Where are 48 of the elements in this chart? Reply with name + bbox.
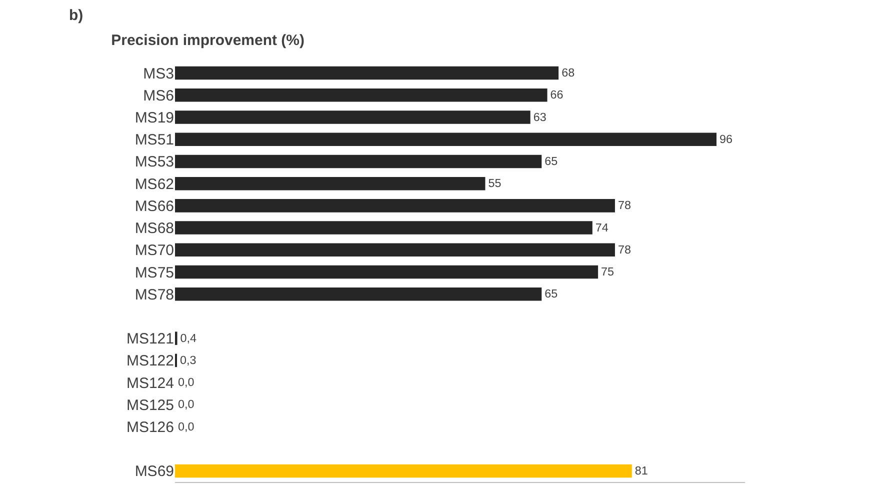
y-tick-label: MS70 <box>134 242 174 260</box>
y-tick-label: MS68 <box>134 220 174 238</box>
data-label: 0,0 <box>178 376 195 390</box>
y-tick-label: MS124 <box>126 374 174 392</box>
data-label: 63 <box>533 110 546 124</box>
bar <box>175 88 548 102</box>
text: b) <box>69 7 84 24</box>
y-tick-label: MS125 <box>126 396 174 414</box>
y-tick-label: MS122 <box>126 352 174 370</box>
y-tick-label: MS53 <box>134 154 174 171</box>
y-tick-label: MS126 <box>126 418 174 436</box>
chart-title: Precision improvement (%) <box>111 32 305 49</box>
data-label: 66 <box>550 88 564 102</box>
data-label: 78 <box>618 243 631 256</box>
bar <box>175 265 598 279</box>
data-label: 0,0 <box>178 420 195 434</box>
data-label: 74 <box>595 221 609 234</box>
y-tick-label: MS121 <box>126 330 174 348</box>
data-label: 68 <box>562 66 575 80</box>
data-label: 65 <box>544 154 558 168</box>
bar <box>175 464 632 478</box>
data-label: 75 <box>601 266 615 279</box>
bar <box>175 176 486 190</box>
bar <box>175 154 542 168</box>
data-label: 78 <box>618 199 631 212</box>
y-tick-label: MS6 <box>143 87 174 104</box>
y-tick-label: MS19 <box>134 110 174 127</box>
data-label: 0,0 <box>178 398 195 412</box>
data-label: 55 <box>488 177 502 190</box>
bar <box>175 132 716 146</box>
data-label: 65 <box>544 288 558 301</box>
y-tick-label: MS75 <box>134 264 174 282</box>
y-tick-label: MS62 <box>134 176 174 193</box>
bar <box>175 243 615 257</box>
data-label: 0,4 <box>180 332 198 345</box>
bar <box>175 199 615 212</box>
data-label: 96 <box>720 132 733 146</box>
bar <box>175 221 592 234</box>
bar <box>175 110 530 124</box>
bar <box>175 287 542 301</box>
y-tick-label: MS51 <box>134 132 174 149</box>
y-tick-label: MS78 <box>134 286 174 304</box>
data-label: 81 <box>634 464 648 478</box>
bar <box>175 66 559 80</box>
y-tick-label: MS69 <box>134 463 174 480</box>
data-label: 0,3 <box>180 354 196 367</box>
y-tick-label: MS3 <box>143 65 174 82</box>
y-tick-label: MS66 <box>134 198 174 215</box>
